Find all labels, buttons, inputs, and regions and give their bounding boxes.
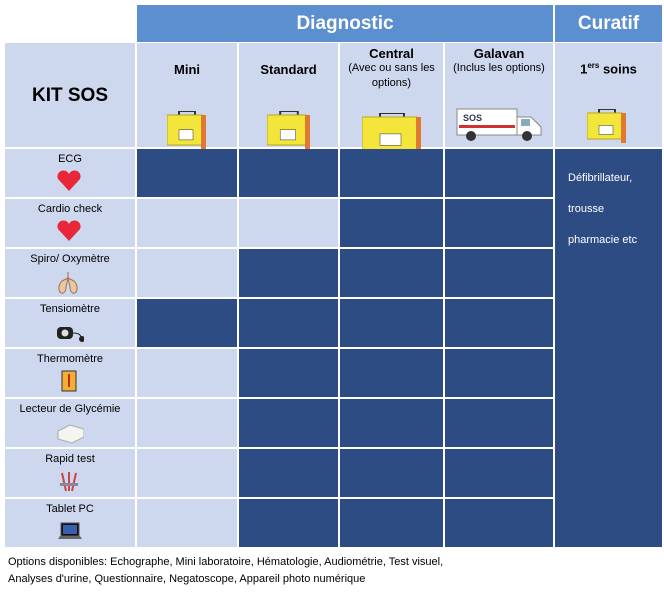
column-header: Standard: [239, 43, 338, 149]
ambulance-icon: SOS: [456, 108, 542, 141]
footer-line: Options disponibles: Echographe, Mini la…: [8, 556, 444, 568]
matrix-cell: [340, 149, 443, 197]
column-name: Central: [369, 46, 414, 61]
text: soins: [602, 61, 637, 77]
row-icon: [60, 472, 78, 492]
matrix-cell: [445, 349, 553, 397]
kit-icon: [167, 111, 206, 149]
row-label: Tensiomètre: [40, 303, 100, 315]
row-label: Lecteur de Glycémie: [19, 403, 121, 415]
row-label: ECG: [58, 153, 82, 165]
matrix-cell: [137, 149, 237, 197]
matrix-cell: [445, 399, 553, 447]
matrix-cell: [340, 399, 443, 447]
row-label: Tablet PC: [46, 503, 94, 515]
column-note: (Avec ou sans les options): [348, 62, 435, 89]
curatif-cell: Défibrillateur, trousse pharmacie etc: [555, 149, 662, 547]
row-icon: [58, 272, 78, 294]
curatif-text: pharmacie etc: [568, 234, 638, 246]
row-header: Thermomètre: [5, 349, 135, 397]
row-icon: [61, 370, 77, 392]
matrix-cell: [137, 399, 237, 447]
matrix-cell: [239, 149, 338, 197]
row-label: Cardio check: [37, 203, 103, 215]
row-header: Tensiomètre: [5, 299, 135, 347]
matrix-cell: [137, 499, 237, 547]
row-header: Tablet PC: [5, 499, 135, 547]
superscript: ers: [587, 61, 600, 70]
matrix-cell: [137, 299, 237, 347]
row-icon: [57, 327, 84, 342]
matrix-cell: [445, 499, 553, 547]
column-name: Standard: [260, 62, 317, 77]
matrix-cell: [445, 249, 553, 297]
matrix-cell: [239, 299, 338, 347]
matrix-cell: [445, 149, 553, 197]
matrix-cell: [239, 349, 338, 397]
group-header: Curatif: [555, 5, 662, 42]
column-title: Mini: [137, 62, 237, 77]
column-title: Standard: [239, 62, 338, 77]
column-header: Central (Avec ou sans les options): [340, 43, 443, 155]
svg-text:SOS: SOS: [463, 113, 482, 123]
matrix-cell: [239, 249, 338, 297]
row-header: Rapid test: [5, 449, 135, 497]
matrix-cell: [445, 449, 553, 497]
matrix-cell: [340, 299, 443, 347]
column-title: Galavan (Inclus les options): [445, 46, 553, 76]
footer-line: Analyses d'urine, Questionnaire, Negatos…: [8, 573, 366, 585]
row-icon: [57, 170, 81, 191]
matrix-cell: [239, 199, 338, 247]
row-icon: [57, 424, 84, 444]
matrix-cell: [340, 449, 443, 497]
row-label: Spiro/ Oxymètre: [30, 253, 110, 265]
row-icon: [57, 220, 81, 241]
kit-icon: [266, 111, 310, 149]
column-header: Mini: [137, 43, 237, 149]
matrix-cell: [137, 449, 237, 497]
row-label: Thermomètre: [36, 353, 104, 365]
matrix-cell: [239, 449, 338, 497]
matrix-cell: [340, 349, 443, 397]
matrix-cell: [340, 249, 443, 297]
matrix-cell: [340, 199, 443, 247]
matrix-cell: [137, 199, 237, 247]
kit-title: KIT SOS: [31, 85, 108, 106]
column-header: Galavan (Inclus les options) SOS: [445, 43, 553, 147]
column-title: 1ers soins: [555, 61, 662, 76]
column-header: 1ers soins: [555, 43, 662, 147]
matrix-cell: [445, 299, 553, 347]
column-name: Mini: [174, 62, 200, 77]
matrix-cell: [340, 499, 443, 547]
column-note: (Inclus les options): [453, 62, 545, 74]
group-header: Diagnostic: [137, 5, 553, 42]
matrix-cell: [239, 399, 338, 447]
column-title: Central (Avec ou sans les options): [340, 46, 443, 91]
row-icon: [58, 522, 82, 539]
row-header: Lecteur de Glycémie: [5, 399, 135, 447]
matrix-cell: [445, 199, 553, 247]
matrix-cell: [137, 249, 237, 297]
row-header: ECG: [5, 149, 135, 197]
matrix-cell: [239, 499, 338, 547]
row-label: Rapid test: [45, 453, 95, 465]
row-header: Cardio check: [5, 199, 135, 247]
kit-header: KIT SOS: [5, 43, 135, 147]
row-header: Spiro/ Oxymètre: [5, 249, 135, 297]
column-name: Galavan: [473, 46, 525, 61]
matrix-cell: [137, 349, 237, 397]
number: 1: [580, 61, 588, 77]
curatif-text: Défibrillateur,: [568, 172, 633, 184]
kit-icon: [587, 109, 626, 143]
curatif-text: trousse: [568, 203, 605, 215]
